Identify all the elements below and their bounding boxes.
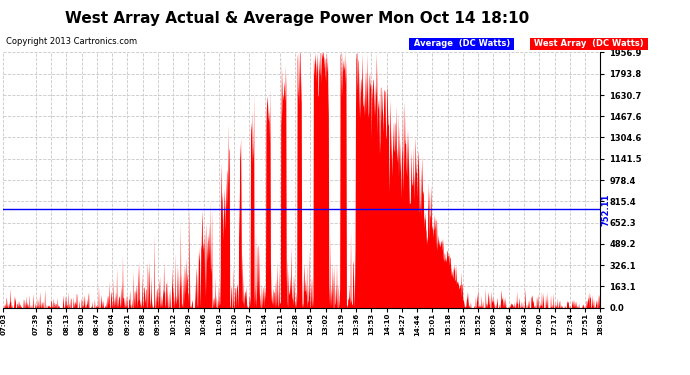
Text: Copyright 2013 Cartronics.com: Copyright 2013 Cartronics.com	[6, 38, 137, 46]
Text: West Array Actual & Average Power Mon Oct 14 18:10: West Array Actual & Average Power Mon Oc…	[65, 11, 529, 26]
Text: Average  (DC Watts): Average (DC Watts)	[411, 39, 513, 48]
Text: West Array  (DC Watts): West Array (DC Watts)	[531, 39, 647, 48]
Text: 752.11: 752.11	[602, 193, 611, 226]
